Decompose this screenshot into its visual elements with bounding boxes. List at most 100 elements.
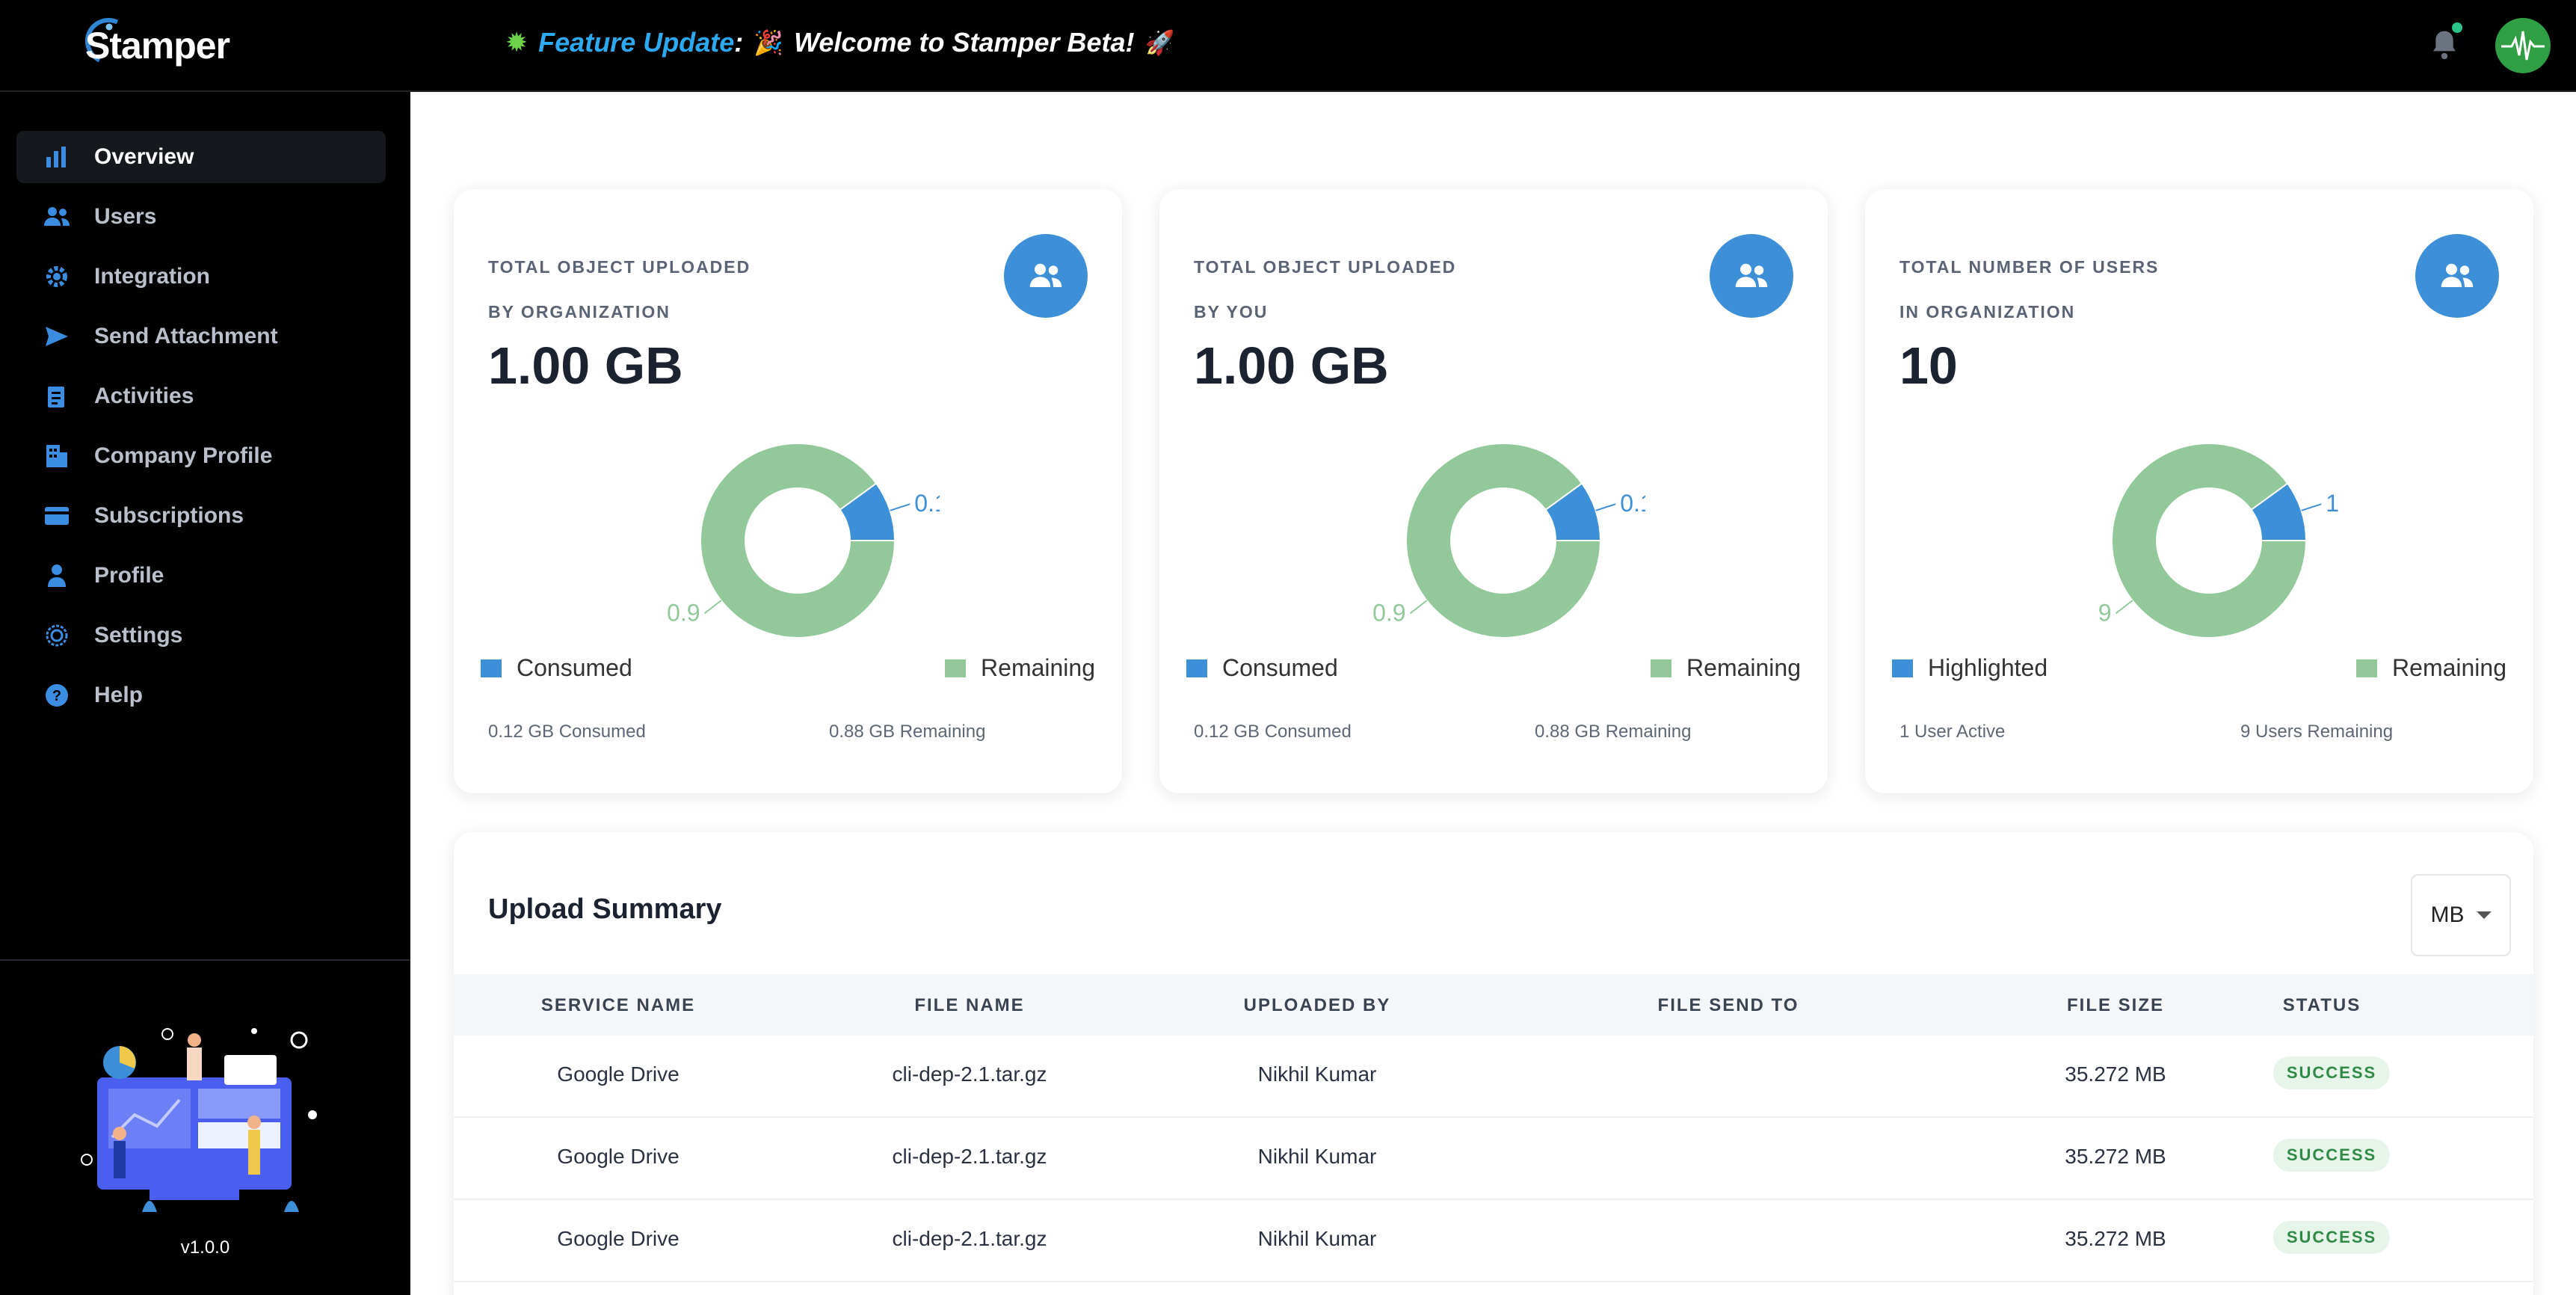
logo-sparkle-icon (102, 19, 117, 34)
donut-label-highlight-leader (890, 503, 910, 511)
table-row[interactable]: Google Drive cli-dep-2.1.tar.gz Nikhil K… (454, 1036, 2533, 1118)
sidebar-item-profile[interactable]: Profile (16, 550, 386, 602)
legend-label: Remaining (981, 654, 1095, 681)
summary-title: Upload Summary (488, 893, 722, 925)
donut-label-remaining-leader (2115, 600, 2133, 615)
donut-label-remaining: 9 (2098, 599, 2112, 626)
cell-uploaded-by: Nikhil Kumar (1257, 1145, 1377, 1168)
cell-service: Google Drive (557, 1227, 680, 1250)
donut-chart: 19 (2098, 443, 2339, 639)
sidebar-item-label: Send Attachment (94, 324, 278, 348)
sidebar-nav: Overview Users Integration Send Attachme… (16, 131, 386, 729)
legend-consumed: Consumed (1186, 654, 1338, 682)
donut-label-highlight: 0.1 (1620, 490, 1645, 517)
announcement-prefix: Feature Update (538, 27, 735, 58)
svg-text:?: ? (52, 688, 61, 704)
sidebar-item-help[interactable]: ? Help (16, 669, 386, 722)
spark-icon: ✹ (505, 27, 529, 58)
cell-file-size: 35.272 MB (2065, 1062, 2166, 1086)
announcement-colon: : (734, 27, 744, 58)
column-header[interactable]: FILE SEND TO (1657, 995, 1799, 1015)
legend-label: Consumed (1222, 654, 1338, 681)
sidebar-item-label: Overview (94, 144, 194, 169)
sidebar-item-label: Company Profile (94, 443, 273, 468)
stat-card-my-uploads: TOTAL OBJECT UPLOADED BY YOU 1.00 GB 0.1… (1159, 189, 1828, 793)
table-row[interactable]: Google Drive cli-dep-2.1.tar.gz Nikhil K… (454, 1118, 2533, 1200)
sidebar-item-integration[interactable]: Integration (16, 250, 386, 303)
donut-label-remaining: 0.9 (1372, 599, 1405, 626)
card-title-line1: TOTAL OBJECT UPLOADED (488, 257, 751, 277)
footer-remaining: 9 Users Remaining (2240, 722, 2394, 742)
card-value: 10 (1899, 336, 1958, 395)
caret-down-icon (2476, 911, 2492, 919)
legend-swatch (1651, 659, 1672, 677)
sidebar-item-overview[interactable]: Overview (16, 131, 386, 183)
card-title-line2: BY ORGANIZATION (488, 302, 671, 322)
legend-swatch (1186, 659, 1207, 677)
sidebar: Overview Users Integration Send Attachme… (0, 92, 410, 1295)
announcement-banner: ✹ Feature Update: 🎉 Welcome to Stamper B… (505, 27, 1174, 58)
bell-icon[interactable] (2429, 28, 2459, 61)
column-header[interactable]: FILE SIZE (2066, 995, 2165, 1015)
sidebar-item-settings[interactable]: Settings (16, 609, 386, 662)
donut-slice-highlight (1544, 482, 1602, 541)
column-header[interactable]: UPLOADED BY (1243, 995, 1391, 1015)
donut-slice-remaining (1405, 443, 1602, 639)
legend-swatch (1892, 659, 1913, 677)
legend-label: Remaining (1686, 654, 1801, 681)
sidebar-item-activities[interactable]: Activities (16, 370, 386, 422)
status-badge: SUCCESS (2273, 1139, 2391, 1172)
sidebar-item-company-profile[interactable]: Company Profile (16, 430, 386, 482)
column-header[interactable]: SERVICE NAME (540, 995, 696, 1015)
status-badge: SUCCESS (2273, 1221, 2391, 1254)
gear-icon (42, 262, 72, 292)
party-popper-icon: 🎉 (754, 29, 784, 56)
users-badge-icon (1004, 234, 1088, 318)
table-row[interactable]: Google Drive cli-dep-2.1.tar.gz Nikhil K… (454, 1200, 2533, 1282)
notification-dot (2452, 22, 2462, 33)
unit-select[interactable]: MB (2411, 874, 2511, 956)
cell-file-name: cli-dep-2.1.tar.gz (892, 1227, 1047, 1250)
donut-slice-remaining (700, 443, 896, 639)
column-header[interactable]: STATUS (2282, 995, 2361, 1015)
card-title-line2: IN ORGANIZATION (1899, 302, 2076, 322)
card-title-line1: TOTAL NUMBER OF USERS (1899, 257, 2160, 277)
card-title: TOTAL OBJECT UPLOADED BY YOU (1194, 244, 1456, 334)
footer-remaining: 0.88 GB Remaining (829, 722, 986, 742)
legend-swatch (481, 659, 502, 677)
sidebar-divider (0, 959, 410, 961)
sidebar-item-label: Subscriptions (94, 503, 244, 528)
legend-swatch (2356, 659, 2378, 677)
table-header: SERVICE NAME FILE NAME UPLOADED BY FILE … (454, 974, 2533, 1036)
unit-select-value: MB (2430, 902, 2465, 927)
sidebar-item-label: Integration (94, 264, 210, 289)
credit-card-icon (42, 501, 72, 531)
pulse-icon (2501, 31, 2545, 61)
main-content: TOTAL OBJECT UPLOADED BY ORGANIZATION 1.… (410, 92, 2576, 1295)
card-footer: 1 User Active 9 Users Remaining (1899, 722, 2498, 742)
column-header[interactable]: FILE NAME (914, 995, 1025, 1015)
cell-file-name: cli-dep-2.1.tar.gz (892, 1145, 1047, 1168)
legend-label: Consumed (517, 654, 632, 681)
footer-consumed: 0.12 GB Consumed (1194, 722, 1352, 742)
sidebar-item-users[interactable]: Users (16, 191, 386, 243)
card-value: 1.00 GB (488, 336, 683, 395)
stamper-logo[interactable]: Stamper (78, 11, 257, 71)
legend-remaining: Remaining (945, 654, 1095, 682)
footer-consumed: 0.12 GB Consumed (488, 722, 646, 742)
card-footer: 0.12 GB Consumed 0.88 GB Remaining (1194, 722, 1792, 742)
donut-label-highlight-leader (1595, 503, 1616, 511)
legend-highlighted: Highlighted (1892, 654, 2047, 682)
donut-label-highlight-leader (2301, 503, 2322, 511)
sidebar-item-label: Settings (94, 623, 183, 648)
donut-slice-highlight (2250, 482, 2308, 541)
legend-consumed: Consumed (481, 654, 632, 682)
donut-slice-highlight (839, 482, 896, 541)
donut-label-remaining-leader (703, 600, 722, 615)
donut-chart: 0.1 0.9 (1372, 443, 1645, 639)
sidebar-item-subscriptions[interactable]: Subscriptions (16, 490, 386, 542)
chart-legend: Consumed Remaining (1186, 654, 1801, 682)
avatar[interactable] (2495, 18, 2551, 73)
card-title-line2: BY YOU (1194, 302, 1269, 322)
sidebar-item-send-attachment[interactable]: Send Attachment (16, 310, 386, 363)
